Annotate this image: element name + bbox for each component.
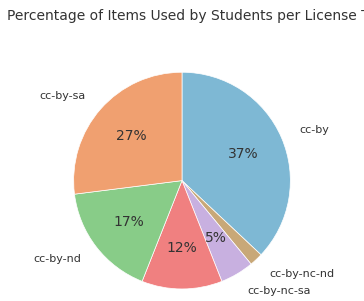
Wedge shape	[182, 181, 251, 281]
Text: cc-by-nd: cc-by-nd	[33, 254, 81, 264]
Text: cc-by: cc-by	[299, 125, 329, 135]
Text: Percentage of Items Used by Students per License Type: Percentage of Items Used by Students per…	[7, 9, 364, 23]
Text: 27%: 27%	[116, 129, 147, 143]
Text: 17%: 17%	[114, 215, 144, 229]
Text: cc-by-nc-nd: cc-by-nc-nd	[269, 269, 335, 279]
Wedge shape	[74, 72, 182, 194]
Text: cc-by-nc-sa: cc-by-nc-sa	[247, 286, 310, 296]
Text: 12%: 12%	[167, 241, 197, 255]
Wedge shape	[75, 181, 182, 281]
Text: 37%: 37%	[228, 147, 259, 161]
Wedge shape	[182, 181, 261, 264]
Text: cc-by-sa: cc-by-sa	[40, 91, 86, 101]
Wedge shape	[142, 181, 222, 289]
Wedge shape	[182, 72, 290, 255]
Text: 5%: 5%	[205, 231, 227, 245]
